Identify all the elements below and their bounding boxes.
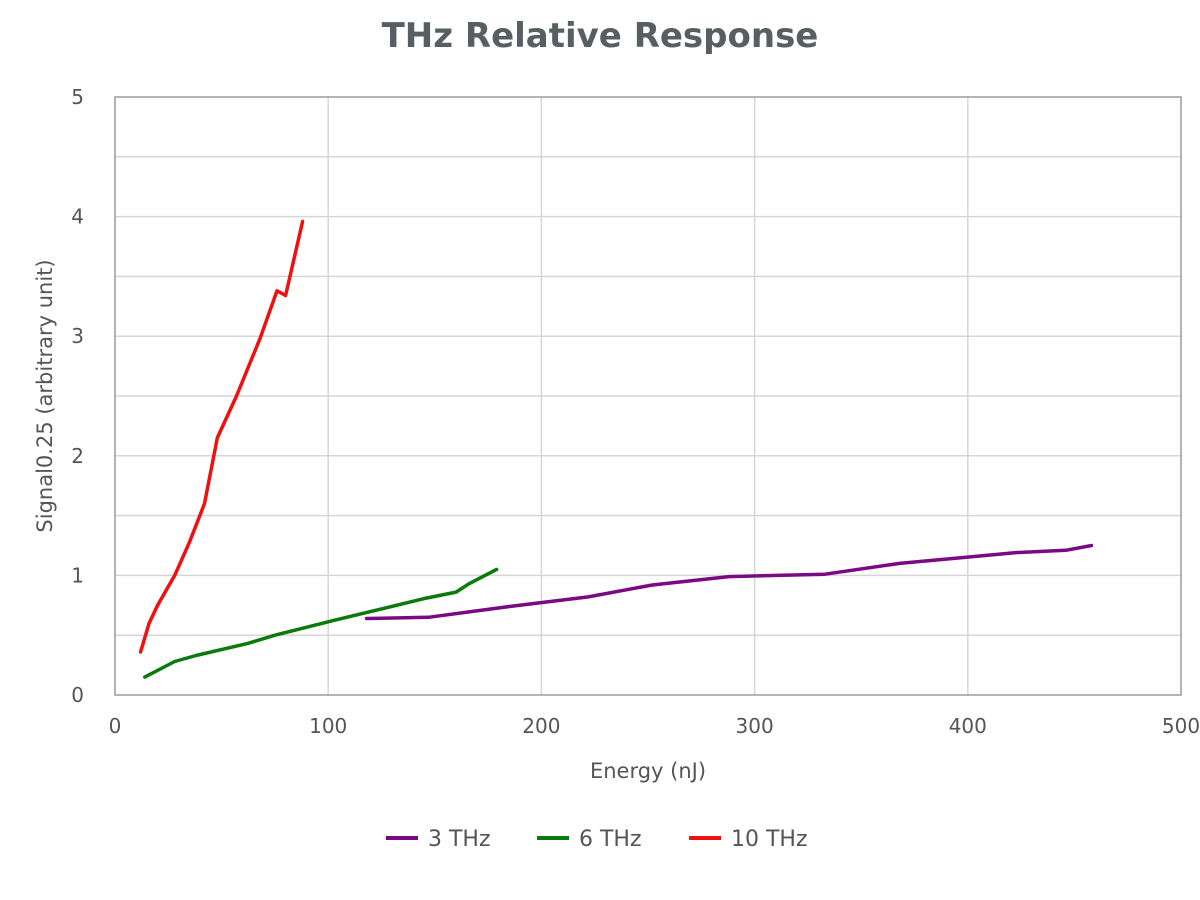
series-lines [138,219,1094,679]
x-tick-label: 400 [949,714,987,738]
x-tick-label: 200 [522,714,560,738]
plot-area-border [114,96,1182,696]
y-tick-label: 2 [71,444,84,468]
x-axis-label: Energy (nJ) [590,759,706,783]
y-tick-label: 5 [71,85,84,109]
x-tick-label: 0 [109,714,122,738]
x-tick-label: 500 [1162,714,1200,738]
x-tick-label: 300 [736,714,774,738]
gridlines [115,97,1181,695]
y-tick-label: 0 [71,683,84,707]
legend-label-10-thz: 10 THz [731,827,808,852]
y-axis-ticks: 0 1 2 3 4 5 [71,85,84,707]
chart-title: THz Relative Response [382,16,819,56]
legend: 3 THz 6 THz 10 THz [386,827,808,852]
series-line-3-thz [364,543,1094,621]
x-tick-label: 100 [309,714,347,738]
x-axis-ticks: 0 100 200 300 400 500 [109,714,1200,738]
y-tick-label: 4 [71,205,84,229]
legend-label-6-thz: 6 THz [579,827,642,852]
y-axis-label: Signal0.25 (arbitrary unit) [33,259,57,532]
y-tick-label: 3 [71,324,84,348]
y-tick-label: 1 [71,563,84,587]
legend-label-3-thz: 3 THz [428,827,491,852]
series-line-6-thz [143,567,499,679]
series-line-10-thz [138,219,305,654]
